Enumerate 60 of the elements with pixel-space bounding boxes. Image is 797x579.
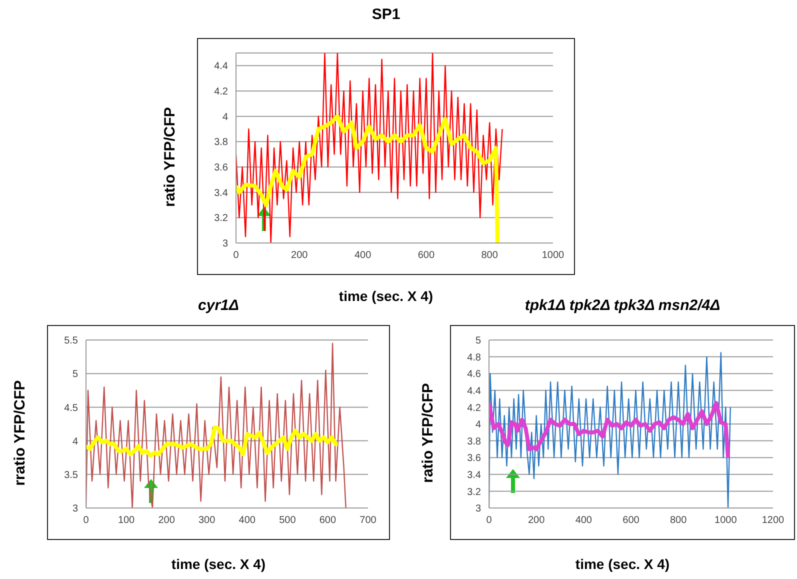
chart-title: tpk1Δ tpk2Δ tpk3Δ msn2/4Δ	[524, 297, 722, 314]
y-tick-label: 4.4	[214, 61, 228, 72]
x-tick-label: 0	[486, 515, 492, 526]
line-series	[489, 401, 730, 460]
x-tick-label: 600	[418, 250, 435, 262]
x-tick-label: 600	[319, 515, 336, 526]
y-tick-label: 3.8	[214, 137, 228, 148]
y-axis-title: ratio YFP/CFP	[420, 382, 436, 482]
y-axis-title: rratio YFP/CFP	[12, 380, 28, 486]
x-tick-label: 800	[670, 515, 688, 526]
chart-title: SP1	[370, 6, 402, 23]
x-tick-label: 800	[481, 250, 498, 262]
y-tick-label: 4	[475, 420, 482, 431]
y-axis-title: ratio YFP/CFP	[162, 106, 178, 206]
line-series	[236, 114, 500, 243]
chart-title: cyr1Δ	[198, 297, 239, 314]
x-tick-label: 1000	[542, 250, 565, 262]
y-tick-label: 5	[475, 336, 482, 347]
y-tick-label: 3	[475, 504, 482, 515]
y-tick-label: 3.4	[214, 188, 228, 199]
y-tick-label: 4.6	[467, 369, 482, 380]
y-tick-label: 3	[222, 238, 228, 250]
x-tick-label: 0	[233, 250, 240, 262]
x-axis-title: time (sec. X 4)	[170, 556, 267, 572]
y-tick-label: 4.5	[64, 402, 78, 414]
x-tick-label: 1000	[714, 515, 738, 526]
y-tick-label: 4.4	[467, 386, 482, 397]
y-tick-label: 4.2	[214, 86, 228, 98]
y-tick-label: 5	[72, 369, 78, 380]
x-tick-label: 200	[158, 515, 176, 526]
y-tick-label: 4.8	[467, 352, 482, 364]
x-tick-label: 400	[575, 515, 592, 526]
x-axis-title: time (sec. X 4)	[338, 288, 434, 304]
x-tick-label: 400	[354, 250, 372, 262]
x-tick-label: 0	[83, 515, 90, 526]
x-tick-label: 600	[622, 515, 640, 526]
y-tick-label: 4	[72, 436, 78, 448]
y-tick-label: 4.2	[467, 402, 482, 414]
x-tick-label: 1200	[762, 515, 785, 526]
line-series	[86, 425, 340, 458]
y-tick-label: 4	[222, 112, 228, 123]
y-tick-label: 3	[72, 504, 78, 515]
y-tick-label: 3.8	[467, 436, 482, 448]
y-tick-label: 3.5	[64, 470, 78, 481]
y-tick-label: 5.5	[64, 336, 78, 347]
line-series	[86, 342, 346, 508]
y-tick-label: 3.6	[214, 162, 228, 174]
x-tick-label: 100	[118, 515, 136, 526]
x-tick-label: 500	[279, 515, 296, 526]
y-tick-label: 3.2	[214, 213, 228, 224]
x-tick-label: 400	[238, 515, 256, 526]
x-tick-label: 200	[528, 515, 546, 526]
y-tick-label: 3.2	[467, 486, 482, 498]
y-tick-label: 3.6	[467, 453, 482, 464]
x-tick-label: 300	[198, 515, 216, 526]
line-series	[489, 352, 731, 508]
x-axis-title: time (sec. X 4)	[574, 556, 671, 572]
y-tick-label: 3.4	[467, 470, 482, 481]
x-tick-label: 700	[360, 515, 377, 526]
x-tick-label: 200	[291, 250, 308, 262]
